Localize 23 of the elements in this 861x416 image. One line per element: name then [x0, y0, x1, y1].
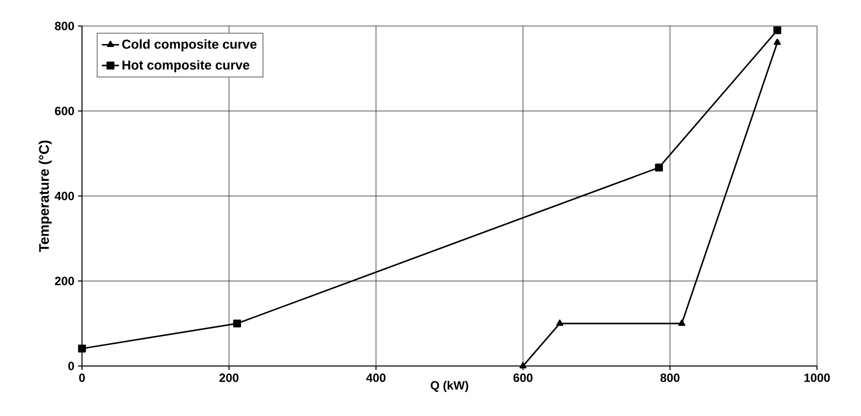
x-tick-label: 800 [660, 374, 680, 382]
x-tick-label: 600 [513, 374, 532, 382]
point [519, 362, 527, 368]
point [556, 320, 564, 326]
y-tick-label: 800 [54, 22, 74, 30]
point [678, 320, 686, 326]
x-tick-label: 0 [79, 374, 85, 382]
x-axis-title: Q (kW) [430, 380, 468, 392]
legend-label: Cold composite curve [122, 39, 257, 52]
point [773, 26, 782, 34]
point [233, 320, 242, 328]
x-tick-label: 200 [219, 374, 238, 382]
y-axis-title: Temperature (°C) [38, 140, 52, 252]
y-tick-label: 200 [54, 276, 74, 286]
y-tick-label: 600 [54, 106, 74, 116]
legend-label: Hot composite curve [122, 60, 250, 72]
point [774, 38, 781, 45]
point [655, 164, 663, 172]
x-tick-label: 400 [366, 374, 386, 382]
y-tick-label: 0 [68, 362, 74, 370]
point [78, 344, 86, 353]
y-tick-label: 400 [54, 192, 74, 200]
x-tick-label: 1000 [804, 374, 830, 382]
